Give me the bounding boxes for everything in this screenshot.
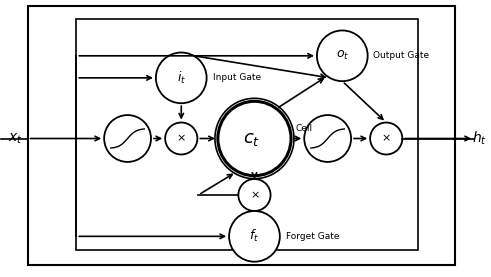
Text: $c_t$: $c_t$	[244, 130, 261, 147]
Text: $o_t$: $o_t$	[336, 49, 349, 62]
Text: $i_t$: $i_t$	[177, 70, 186, 86]
Ellipse shape	[304, 115, 351, 162]
Text: $f_t$: $f_t$	[249, 228, 260, 244]
Ellipse shape	[317, 30, 368, 81]
Text: $h_t$: $h_t$	[472, 130, 487, 147]
Ellipse shape	[156, 53, 207, 103]
Text: Forget Gate: Forget Gate	[286, 232, 340, 241]
Ellipse shape	[215, 98, 294, 179]
Text: $\times$: $\times$	[176, 133, 186, 144]
Bar	[27, 6, 455, 265]
Ellipse shape	[238, 179, 271, 211]
Text: Input Gate: Input Gate	[213, 73, 261, 82]
Ellipse shape	[165, 122, 197, 155]
Ellipse shape	[229, 211, 280, 262]
Ellipse shape	[218, 101, 291, 176]
Text: $\times$: $\times$	[382, 133, 391, 144]
Text: Cell: Cell	[296, 124, 313, 133]
Bar	[76, 19, 418, 250]
Text: Output Gate: Output Gate	[373, 51, 429, 60]
Ellipse shape	[370, 122, 402, 155]
Text: $\times$: $\times$	[249, 190, 259, 200]
Text: $x_t$: $x_t$	[8, 131, 23, 146]
Ellipse shape	[104, 115, 151, 162]
